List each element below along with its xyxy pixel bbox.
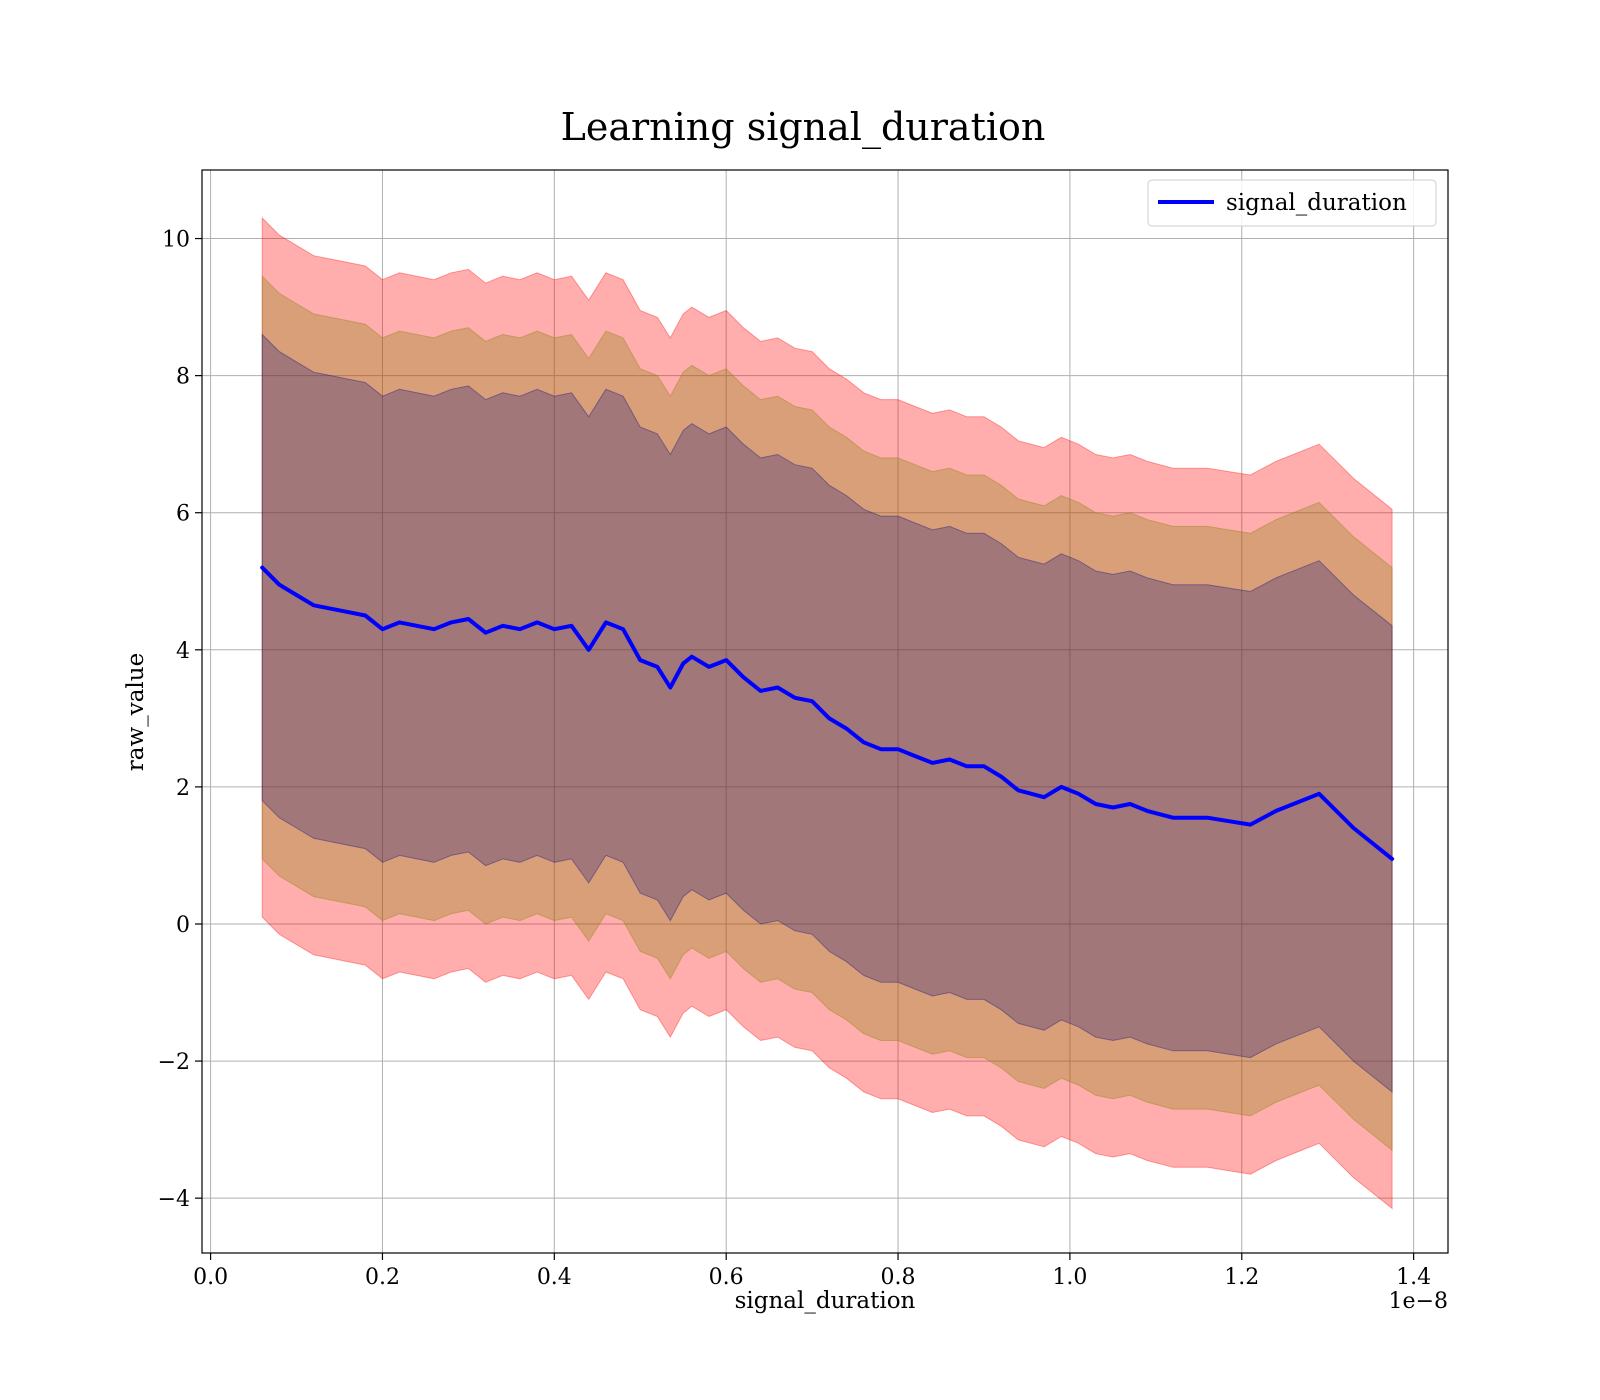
y-tick-label: −4 (158, 1187, 190, 1212)
x-tick-label: 0.8 (881, 1265, 916, 1290)
x-axis-ticks: 0.0 0.2 0.4 0.6 0.8 1.0 1.2 1.4 (193, 1253, 1431, 1290)
legend-box (1147, 179, 1437, 227)
legend: signal_duration (1147, 179, 1437, 227)
grid (202, 170, 1448, 1253)
confidence-band-1 (261, 274, 1393, 1152)
y-axis-ticks: −4 −2 0 2 4 6 8 10 (158, 228, 202, 1212)
legend-label-signal-duration: signal_duration (1226, 190, 1407, 216)
x-tick-label: 0.0 (193, 1265, 228, 1290)
plot-frame (201, 169, 1449, 1254)
y-tick-label: 0 (176, 913, 190, 938)
y-tick-label: −2 (158, 1050, 190, 1075)
y-tick-label: 8 (176, 365, 190, 390)
x-tick-label: 1.0 (1052, 1265, 1087, 1290)
x-tick-label: 1.2 (1224, 1265, 1259, 1290)
y-tick-label: 10 (162, 228, 190, 253)
x-tick-label: 0.4 (537, 1265, 572, 1290)
confidence-band-0 (261, 216, 1393, 1210)
chart-title: Learning signal_duration (561, 105, 1046, 150)
confidence-bands (261, 216, 1393, 1210)
y-axis-label: raw_value (123, 653, 149, 771)
x-tick-label: 1.4 (1396, 1265, 1431, 1290)
series-line-0 (260, 565, 1395, 861)
y-tick-label: 2 (176, 776, 190, 801)
x-tick-label: 0.2 (365, 1265, 400, 1290)
x-tick-label: 0.6 (709, 1265, 744, 1290)
y-tick-label: 4 (176, 639, 190, 664)
series-lines (260, 565, 1395, 861)
x-axis-offset-label: 1e−8 (1389, 1289, 1448, 1314)
confidence-band-2 (261, 333, 1393, 1093)
y-tick-label: 6 (176, 502, 190, 527)
x-axis-label: signal_duration (735, 1288, 916, 1314)
